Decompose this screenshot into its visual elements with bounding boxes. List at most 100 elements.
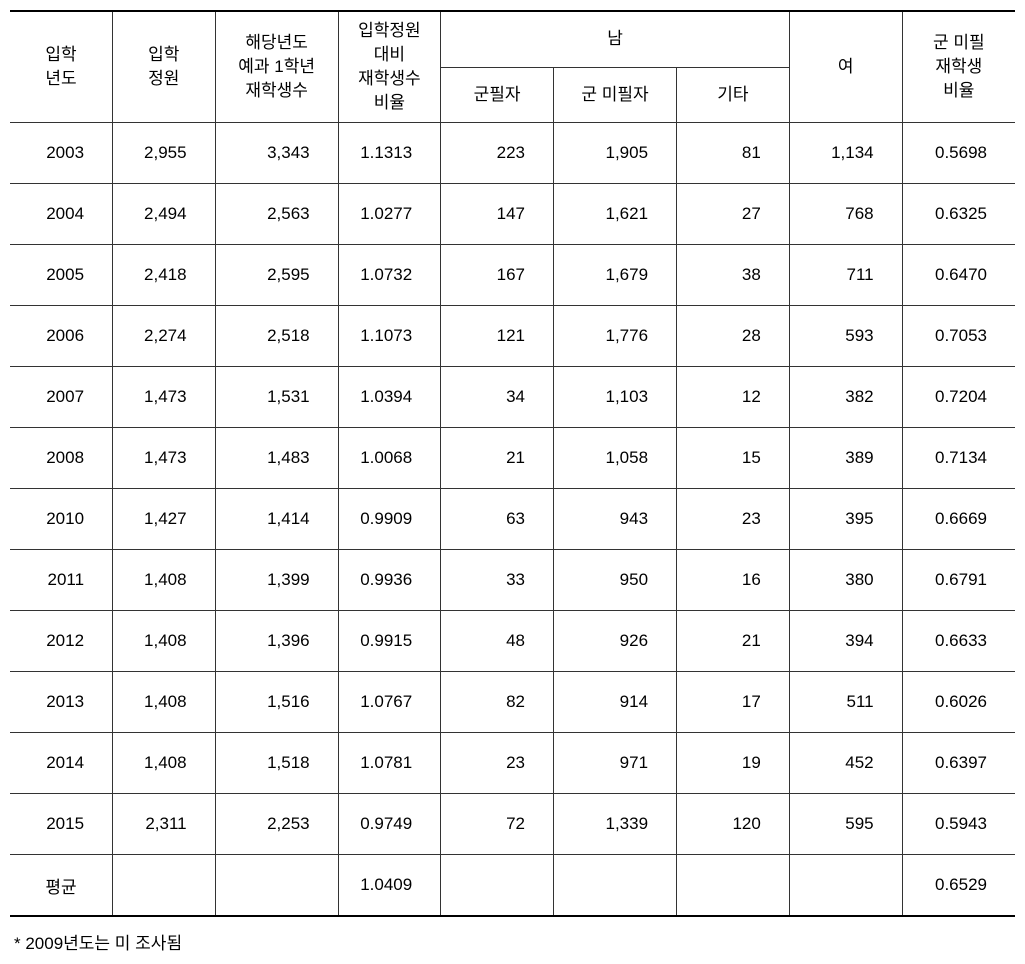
cell-students: 1,531	[215, 367, 338, 428]
cell-quota: 2,955	[113, 123, 216, 184]
cell-male1: 33	[441, 550, 554, 611]
cell-male3: 27	[677, 184, 790, 245]
table-row: 20032,9553,3431.13132231,905811,1340.569…	[10, 123, 1015, 184]
cell-ratio2: 0.5943	[902, 794, 1015, 855]
cell-male2: 950	[553, 550, 676, 611]
cell-female: 382	[789, 367, 902, 428]
cell-quota: 2,311	[113, 794, 216, 855]
cell-avg-r2: 0.6529	[902, 855, 1015, 917]
cell-male1: 63	[441, 489, 554, 550]
cell-male3: 120	[677, 794, 790, 855]
cell-male1: 82	[441, 672, 554, 733]
table-row: 20081,4731,4831.0068211,058153890.7134	[10, 428, 1015, 489]
cell-ratio: 1.0781	[338, 733, 441, 794]
cell-year: 2012	[10, 611, 113, 672]
cell-quota: 1,473	[113, 428, 216, 489]
cell-male1: 48	[441, 611, 554, 672]
cell-male1: 223	[441, 123, 554, 184]
cell-ratio2: 0.6026	[902, 672, 1015, 733]
cell-ratio2: 0.6669	[902, 489, 1015, 550]
table-row: 20101,4271,4140.990963943233950.6669	[10, 489, 1015, 550]
cell-year: 2011	[10, 550, 113, 611]
header-ratio2: 군 미필재학생비율	[902, 11, 1015, 123]
cell-female: 395	[789, 489, 902, 550]
cell-quota: 1,473	[113, 367, 216, 428]
cell-male2: 1,103	[553, 367, 676, 428]
cell-quota: 1,408	[113, 672, 216, 733]
cell-quota: 1,408	[113, 550, 216, 611]
cell-avg-m1	[441, 855, 554, 917]
cell-male1: 147	[441, 184, 554, 245]
cell-male3: 17	[677, 672, 790, 733]
cell-avg-label: 평균	[10, 855, 113, 917]
cell-students: 2,595	[215, 245, 338, 306]
cell-male3: 23	[677, 489, 790, 550]
cell-year: 2010	[10, 489, 113, 550]
cell-male2: 1,679	[553, 245, 676, 306]
cell-male1: 121	[441, 306, 554, 367]
cell-ratio: 0.9915	[338, 611, 441, 672]
cell-ratio: 0.9909	[338, 489, 441, 550]
cell-ratio2: 0.7053	[902, 306, 1015, 367]
cell-female: 595	[789, 794, 902, 855]
header-year: 입학년도	[10, 11, 113, 123]
cell-male1: 21	[441, 428, 554, 489]
cell-quota: 2,418	[113, 245, 216, 306]
cell-year: 2013	[10, 672, 113, 733]
table-row: 20062,2742,5181.10731211,776285930.7053	[10, 306, 1015, 367]
cell-quota: 1,408	[113, 611, 216, 672]
cell-male1: 167	[441, 245, 554, 306]
cell-avg-m2	[553, 855, 676, 917]
enrollment-table: 입학년도 입학정원 해당년도예과 1학년재학생수 입학정원대비재학생수비율 남 …	[10, 10, 1015, 917]
cell-ratio: 1.0394	[338, 367, 441, 428]
cell-year: 2005	[10, 245, 113, 306]
cell-female: 711	[789, 245, 902, 306]
table-row: 20121,4081,3960.991548926213940.6633	[10, 611, 1015, 672]
table-row: 20141,4081,5181.078123971194520.6397	[10, 733, 1015, 794]
cell-ratio: 0.9936	[338, 550, 441, 611]
header-male: 남	[441, 11, 790, 67]
table-row-average: 평균 1.0409 0.6529	[10, 855, 1015, 917]
cell-female: 593	[789, 306, 902, 367]
cell-students: 1,483	[215, 428, 338, 489]
cell-students: 3,343	[215, 123, 338, 184]
cell-male2: 914	[553, 672, 676, 733]
cell-year: 2008	[10, 428, 113, 489]
table-row: 20042,4942,5631.02771471,621277680.6325	[10, 184, 1015, 245]
cell-students: 1,414	[215, 489, 338, 550]
header-male3: 기타	[677, 67, 790, 122]
cell-year: 2003	[10, 123, 113, 184]
cell-students: 2,563	[215, 184, 338, 245]
header-male2: 군 미필자	[553, 67, 676, 122]
cell-male3: 38	[677, 245, 790, 306]
cell-students: 1,516	[215, 672, 338, 733]
cell-female: 452	[789, 733, 902, 794]
cell-male2: 971	[553, 733, 676, 794]
cell-students: 2,518	[215, 306, 338, 367]
cell-ratio: 1.0068	[338, 428, 441, 489]
footnote: * 2009년도는 미 조사됨	[10, 929, 1015, 954]
cell-ratio2: 0.6470	[902, 245, 1015, 306]
table-row: 20152,3112,2530.9749721,3391205950.5943	[10, 794, 1015, 855]
cell-year: 2007	[10, 367, 113, 428]
cell-male2: 1,339	[553, 794, 676, 855]
cell-male2: 943	[553, 489, 676, 550]
cell-ratio2: 0.7134	[902, 428, 1015, 489]
cell-students: 1,399	[215, 550, 338, 611]
cell-male3: 12	[677, 367, 790, 428]
table-row: 20071,4731,5311.0394341,103123820.7204	[10, 367, 1015, 428]
header-ratio: 입학정원대비재학생수비율	[338, 11, 441, 123]
cell-male3: 21	[677, 611, 790, 672]
cell-female: 380	[789, 550, 902, 611]
cell-female: 1,134	[789, 123, 902, 184]
cell-male2: 1,905	[553, 123, 676, 184]
cell-year: 2014	[10, 733, 113, 794]
cell-female: 768	[789, 184, 902, 245]
cell-male2: 1,621	[553, 184, 676, 245]
cell-avg-ratio: 1.0409	[338, 855, 441, 917]
cell-female: 394	[789, 611, 902, 672]
cell-male3: 15	[677, 428, 790, 489]
cell-quota: 2,494	[113, 184, 216, 245]
header-female: 여	[789, 11, 902, 123]
header-students: 해당년도예과 1학년재학생수	[215, 11, 338, 123]
